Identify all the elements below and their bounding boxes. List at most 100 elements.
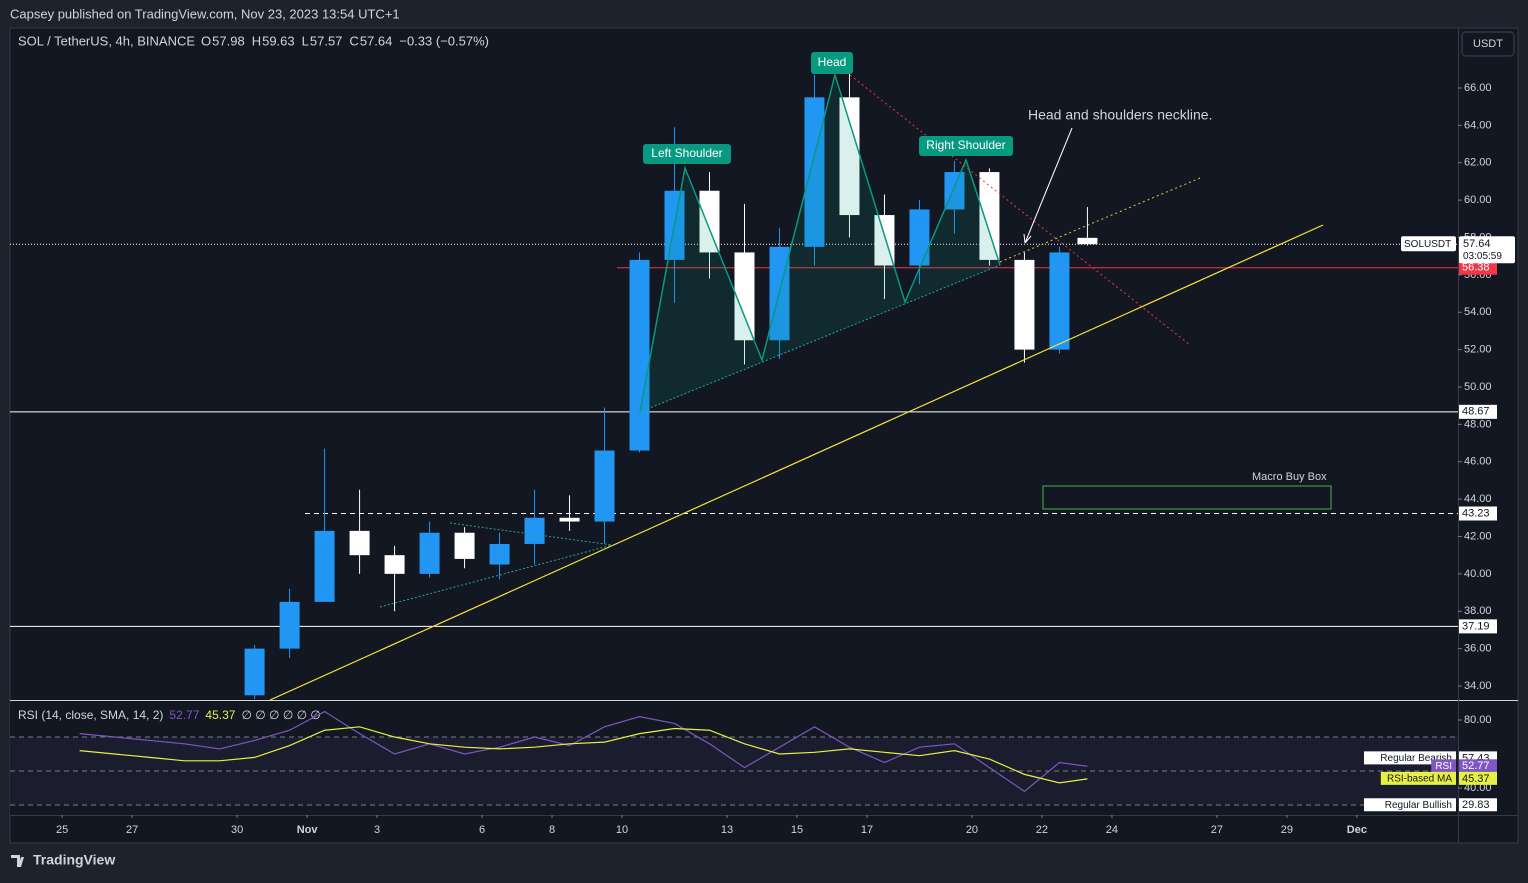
rsi-badge-name-bg xyxy=(1364,798,1456,812)
candle-body xyxy=(1014,259,1035,350)
candle-body xyxy=(979,172,1000,260)
neckline xyxy=(639,264,1001,413)
candle-body xyxy=(489,543,510,565)
level-badge xyxy=(1459,619,1497,634)
y-tick-label: 66.00 xyxy=(1464,82,1492,94)
rsi-legend-text: ∅ ∅ ∅ ∅ ∅ ∅ xyxy=(241,708,320,722)
candle-body xyxy=(419,532,440,574)
legend: SOL / TetherUS, 4h, BINANCE O 57.98 H 59.63 L… xyxy=(18,33,489,722)
x-tick-label: 27 xyxy=(126,824,138,836)
buy-box xyxy=(1042,485,1332,510)
x-tick-label: 10 xyxy=(616,824,628,836)
candle-body xyxy=(559,517,580,522)
x-tick-label: 20 xyxy=(966,824,978,836)
y-tick-label: 54.00 xyxy=(1464,306,1492,318)
rsi-badge-name: RSI-based MA xyxy=(1387,774,1452,785)
y-tick-label: 34.00 xyxy=(1464,680,1492,692)
y-tick-label: 52.00 xyxy=(1464,344,1492,356)
rsi-badge-value: 52.77 xyxy=(1462,760,1490,772)
rsi-plot xyxy=(10,710,1458,806)
level-badge xyxy=(1459,260,1497,275)
pattern-outline xyxy=(639,72,1001,413)
x-tick-label: 30 xyxy=(231,824,243,836)
legend-text: 57.57 xyxy=(310,33,343,48)
candle-body xyxy=(909,209,930,266)
candle-body xyxy=(699,190,720,253)
rsi-badge xyxy=(1459,759,1497,773)
candle-body xyxy=(629,259,650,451)
level-label: 37.19 xyxy=(1462,620,1490,632)
legend-text: 59.63 xyxy=(262,33,295,48)
legend-text: C xyxy=(349,33,358,48)
resistance-line xyxy=(849,74,1191,346)
y-tick-label: 48.00 xyxy=(1464,418,1492,430)
y-tick-label: 60.00 xyxy=(1464,194,1492,206)
y-tick-label: 38.00 xyxy=(1464,605,1492,617)
rsi-legend-text: 45.37 xyxy=(205,708,235,722)
triangle-upper xyxy=(449,522,613,546)
y-tick-label: 36.00 xyxy=(1464,643,1492,655)
neckline-extension xyxy=(999,177,1201,263)
level-label: 43.23 xyxy=(1462,507,1490,519)
rsi-badge xyxy=(1459,798,1497,812)
x-tick-label: 15 xyxy=(791,824,803,836)
candle-body xyxy=(244,648,265,696)
x-tick-label: 29 xyxy=(1281,824,1293,836)
candle-body xyxy=(454,532,475,559)
rsi-badge xyxy=(1459,771,1497,785)
brand-logo xyxy=(11,855,24,867)
x-tick-label: 27 xyxy=(1211,824,1223,836)
last-price-label: 57.64 xyxy=(1463,238,1491,250)
annotation: Head and shoulders neckline. xyxy=(1028,107,1212,123)
level-badge xyxy=(1459,506,1497,521)
rsi-badge-name: Regular Bullish xyxy=(1385,800,1452,811)
annotation: Head xyxy=(818,55,847,69)
x-tick-label: 3 xyxy=(374,824,380,836)
rsi-legend-text: RSI (14, close, SMA, 14, 2) xyxy=(18,708,163,722)
legend-text: L xyxy=(302,33,309,48)
legend-text: 57.98 xyxy=(212,33,245,48)
candle-body xyxy=(594,450,615,522)
rsi-legend-text: 52.77 xyxy=(169,708,199,722)
level-badge xyxy=(1459,404,1497,419)
candle-body xyxy=(1077,237,1098,245)
y-tick-label: 44.00 xyxy=(1464,493,1492,505)
x-tick-label: Nov xyxy=(297,824,319,836)
y-tick-label: 46.00 xyxy=(1464,456,1492,468)
y-tick-label: 42.00 xyxy=(1464,530,1492,542)
annotation: Left Shoulder xyxy=(651,146,722,160)
y-tick-label: 50.00 xyxy=(1464,381,1492,393)
y-tick-label: 40.00 xyxy=(1464,782,1492,794)
rsi-badge-name: RSI xyxy=(1435,761,1452,772)
legend-text: O xyxy=(201,33,211,48)
annotation: Macro Buy Box xyxy=(1252,471,1327,483)
rsi-badge-value: 45.37 xyxy=(1462,773,1490,785)
arrow xyxy=(1024,127,1073,244)
currency-label[interactable]: USDT xyxy=(1473,38,1503,50)
last-price-badge xyxy=(1459,236,1515,264)
badge xyxy=(919,136,1013,156)
x-tick-label: 25 xyxy=(56,824,68,836)
currency-button[interactable] xyxy=(1461,31,1515,57)
arrow-head xyxy=(1023,233,1032,244)
countdown: 03:05:59 xyxy=(1463,251,1502,262)
x-tick-label: 13 xyxy=(721,824,733,836)
x-tick-label: 22 xyxy=(1036,824,1048,836)
y-tick-label: 80.00 xyxy=(1464,714,1492,726)
legend-text: −0.33 (−0.57%) xyxy=(399,33,489,48)
candle-body xyxy=(349,530,370,556)
candle-body xyxy=(384,555,405,574)
triangle-lower xyxy=(379,544,613,608)
badge xyxy=(643,144,731,164)
legend-text: SOL / TetherUS, 4h, BINANCE xyxy=(18,33,195,48)
symbol-badge xyxy=(1401,236,1456,252)
level-label: 48.67 xyxy=(1462,406,1490,418)
candle-body xyxy=(734,252,755,341)
badge xyxy=(811,52,853,74)
x-tick-label: 17 xyxy=(861,824,873,836)
publisher: Capsey published on TradingView.com, Nov… xyxy=(10,6,400,21)
candle-body xyxy=(1049,252,1070,350)
y-tick-label: 64.00 xyxy=(1464,119,1492,131)
x-tick-label: 8 xyxy=(549,824,555,836)
